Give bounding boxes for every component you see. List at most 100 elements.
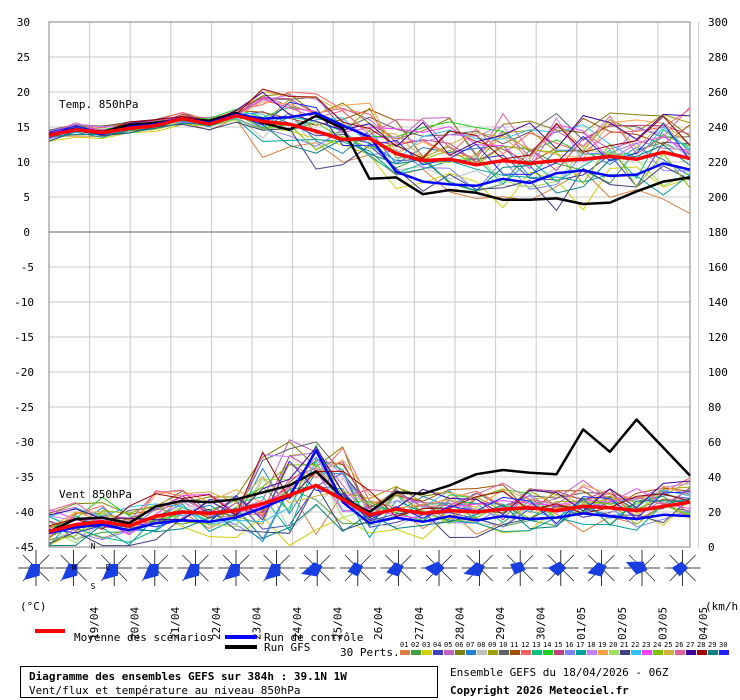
- wind-perturbation-23: [48, 470, 691, 536]
- temp-left-tick-label: 15: [17, 121, 30, 134]
- temp-right-tick-label: 260: [708, 86, 728, 99]
- legend-pert-swatch: [477, 650, 487, 655]
- x-date-label: 04/05: [697, 607, 710, 640]
- main-series-lines: [48, 111, 691, 535]
- wind-left-tick-label: -30: [14, 436, 34, 449]
- x-date-label: 19/04: [88, 607, 101, 640]
- wind-rose: [339, 550, 376, 586]
- legend-pert-number: 26: [675, 641, 683, 649]
- legend-pert-number: 14: [543, 641, 551, 649]
- legend-pert-number: 05: [444, 641, 452, 649]
- temp-left-tick-label: 10: [17, 156, 30, 169]
- grid-lines: [48, 21, 700, 548]
- legend-pert-number: 08: [477, 641, 485, 649]
- legend-pert-number: 29: [708, 641, 716, 649]
- x-date-label: 24/04: [291, 607, 304, 640]
- legend-pert-swatch: [708, 650, 718, 655]
- wind-left-tick-label: -35: [14, 471, 34, 484]
- legend-pert-swatch: [554, 650, 564, 655]
- legend-pert-swatch: [499, 650, 509, 655]
- wind-mean-line: [48, 483, 691, 534]
- wind-gfs-line: [48, 418, 691, 533]
- temp-perturbation-28: [48, 88, 691, 160]
- legend-pert-swatch: [686, 650, 696, 655]
- legend-pert-number: 18: [587, 641, 595, 649]
- wind-right-tick-label: 0: [708, 541, 715, 554]
- wind-perturbation-26: [48, 467, 691, 522]
- wind-rose: [96, 550, 133, 586]
- wind-rose-wedge: [347, 562, 364, 577]
- wind-left-tick-label: -25: [14, 401, 34, 414]
- legend-pert-swatch: [433, 650, 443, 655]
- legend-pert-number: 10: [499, 641, 507, 649]
- legend-pert-swatch: [455, 650, 465, 655]
- wind-perturbation-30: [48, 460, 691, 534]
- legend-mean-swatch: [35, 629, 65, 633]
- wind-rose-wedge: [102, 564, 119, 581]
- temp-perturbation-29: [48, 114, 691, 194]
- legend-pert-swatch: [697, 650, 707, 655]
- x-date-label: 28/04: [453, 607, 466, 640]
- wind-right-tick-label: 140: [708, 296, 728, 309]
- wind-rose: [55, 550, 92, 586]
- legend-pert-swatch: [675, 650, 685, 655]
- legend-pert-swatch: [620, 650, 630, 655]
- wind-rose: [299, 550, 336, 586]
- wind-rose-wedge: [587, 562, 607, 577]
- legend-pert-swatch: [576, 650, 586, 655]
- legend-pert-swatch: [664, 650, 674, 655]
- legend-pert-number: 04: [433, 641, 441, 649]
- wind-rose-wedge: [142, 564, 159, 581]
- chart-title: Diagramme des ensembles GEFS sur 384h : …: [29, 670, 347, 683]
- wind-rose: [624, 550, 660, 586]
- legend-perts-label: 30 Perts.: [340, 646, 400, 659]
- legend-pert-swatch: [565, 650, 575, 655]
- wind-left-tick-label: -40: [14, 506, 34, 519]
- compass-s-label: S: [91, 582, 96, 591]
- temp-panel-label: Temp. 850hPa: [59, 98, 138, 111]
- temp-perturbation-03: [48, 119, 691, 211]
- legend-pert-number: 13: [532, 641, 540, 649]
- wind-rose-wedge: [301, 562, 323, 577]
- wind-rose: [136, 550, 173, 586]
- legend-pert-swatch: [587, 650, 597, 655]
- wind-roses: N S W E: [18, 542, 701, 591]
- x-date-label: 03/05: [656, 607, 669, 640]
- legend-pert-number: 17: [576, 641, 584, 649]
- legend-pert-swatch: [532, 650, 542, 655]
- wind-rose: [421, 550, 457, 586]
- wind-left-tick-label: -15: [14, 331, 34, 344]
- wind-left-tick-label: -45: [14, 541, 34, 554]
- temp-left-tick-label: 5: [23, 191, 30, 204]
- wind-rose-wedge: [264, 564, 281, 581]
- legend-pert-number: 16: [565, 641, 573, 649]
- wind-rose: [18, 550, 54, 586]
- wind-perturbation-27: [48, 446, 691, 521]
- compass-e-label: E: [106, 563, 111, 572]
- x-date-label: 02/05: [616, 607, 629, 640]
- wind-rose: [502, 550, 539, 586]
- wind-rose-wedge: [183, 564, 200, 581]
- temp-right-tick-label: 180: [708, 226, 728, 239]
- temp-right-tick-label: 220: [708, 156, 728, 169]
- wind-right-tick-label: 120: [708, 331, 728, 344]
- legend-pert-swatch: [444, 650, 454, 655]
- legend-pert-swatch: [631, 650, 641, 655]
- plot-frame: [48, 21, 691, 548]
- legend-pert-number: 12: [521, 641, 529, 649]
- legend-pert-number: 23: [642, 641, 650, 649]
- wind-left-tick-label: -10: [14, 296, 34, 309]
- temp-gfs-line: [48, 111, 691, 206]
- wind-rose-wedge: [547, 561, 567, 577]
- temp-right-tick-label: 200: [708, 191, 728, 204]
- legend-gfs-swatch: [225, 645, 257, 649]
- legend-pert-number: 01: [400, 641, 408, 649]
- x-date-label: 25/04: [332, 607, 345, 640]
- unit-left-label: (°C): [20, 600, 47, 613]
- wind-rose-wedge: [386, 562, 404, 577]
- wind-rose: [583, 550, 620, 586]
- run-info: Ensemble GEFS du 18/04/2026 - 06Z: [450, 666, 669, 679]
- legend-pert-number: 19: [598, 641, 606, 649]
